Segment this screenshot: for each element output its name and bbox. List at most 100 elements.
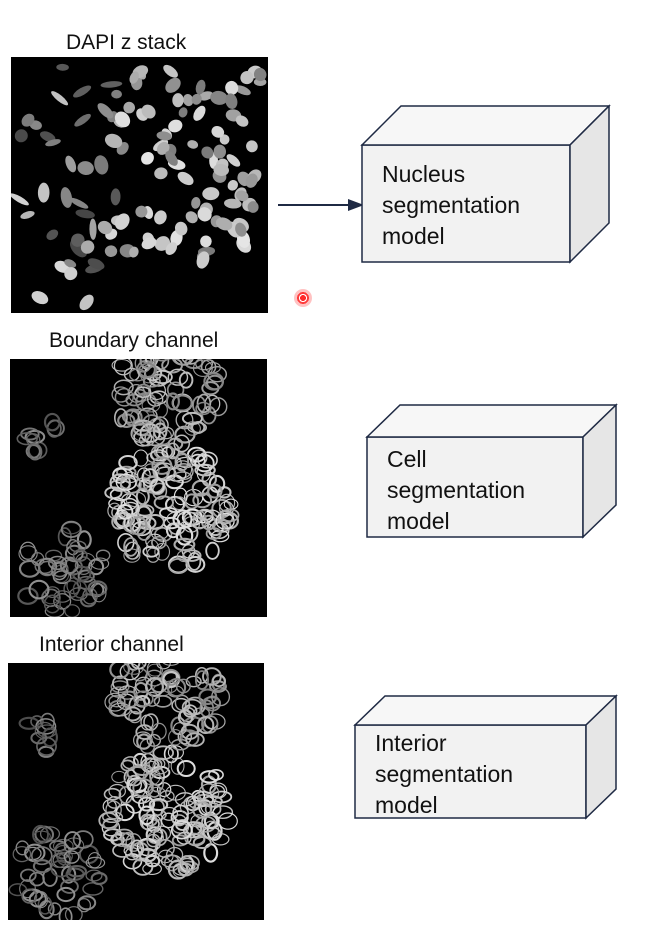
cell-outline [28,579,50,600]
cell-outline [185,555,206,573]
nucleus-model-line3: model [382,223,445,249]
cell-outline [129,839,145,858]
nucleus-blob [51,91,69,106]
cell-outline [199,770,220,784]
nucleus-blob [202,187,220,201]
nucleus-blob [187,140,199,149]
cell-outline [205,527,222,540]
cell-outline [145,677,164,697]
cell-outline [103,787,122,801]
cell-outline [138,362,157,378]
cell-outline [196,463,211,483]
cell-outline [170,757,185,775]
cell-model-line2: segmentation [387,477,526,503]
cell-outline [138,847,157,863]
cell-outline [182,549,202,562]
cell-outline [192,836,212,849]
cell-outline [205,541,220,560]
nucleus-blob [39,131,56,142]
nucleus-blob [89,218,97,240]
cell-outline [113,359,133,376]
cell-outline [69,540,87,553]
nucleus-model-line1: Nucleus [382,161,466,187]
cell-outline [110,702,132,717]
dapi-z-stack-image [11,57,268,313]
cell-outline [179,729,200,747]
cell-outline [202,826,221,839]
nucleus-blob [114,213,130,230]
cell-outline [132,520,152,537]
nucleus-blob [195,79,206,95]
cell-outline [174,453,194,467]
cell-outline [90,871,108,886]
nucleus-blob [110,188,121,206]
cell-outline [85,869,103,882]
cell-outline [72,580,88,599]
nucleus-blob [97,220,113,235]
nucleus-blob [60,187,73,208]
cell-outline [123,548,141,563]
cell-outline [63,850,80,864]
cell-outline [91,583,107,603]
cell-outline [164,854,180,872]
cell-outline [126,777,148,794]
cell-outline [218,493,236,513]
cell-outline [27,443,43,461]
cell-outline [211,687,231,707]
cell-outline [53,593,72,610]
cell-outline [138,805,155,826]
cell-outline [104,692,126,712]
nucleus-blob [235,222,247,237]
cell-outline [129,368,147,382]
cell-outline [170,810,189,825]
nucleus-blob [240,71,254,85]
nucleus-blob [226,154,241,167]
cell-outline [152,422,168,441]
cell-outline [141,468,159,488]
cell-outline [192,492,213,509]
cell-outline [60,520,82,538]
interior-micrograph [8,663,238,920]
cell-outline [110,686,129,698]
cell-model-line1: Cell [387,446,427,472]
cell-outline [60,879,79,894]
nucleus-blob [141,151,154,165]
nucleus-blob [224,198,242,209]
nucleus-blob [185,211,198,224]
cell-outline [201,471,217,487]
cell-outline [15,840,30,856]
cell-outline [44,586,60,598]
cell-outline [204,802,222,817]
nucleus-blob [111,89,122,99]
nucleus-blob [97,103,114,119]
cell-outline [175,678,191,694]
cell-outline [56,886,76,903]
interior-model-line3: model [375,792,438,818]
cell-outline [64,544,84,563]
cell-outline [150,449,169,462]
cell-outline [123,663,145,675]
boundary-micrograph [16,359,240,617]
cell-outline [184,421,201,436]
cell-outline [134,676,153,693]
cell-outline [168,558,189,574]
nucleus-blob [20,211,35,219]
cell-outline [28,871,45,887]
cell-outline [64,906,83,920]
cell-outline [59,556,79,575]
cell-outline [187,552,202,571]
cell-outline [146,833,161,848]
nucleus-blob [71,233,85,247]
cell-outline [30,846,53,866]
cell-outline [170,820,193,840]
nucleus-blob [141,104,156,119]
cell-outline [153,695,173,708]
cell-outline [18,716,40,730]
cell-outline [178,371,194,389]
nucleus-blob [129,246,139,258]
cell-outline [133,690,154,707]
cell-outline [185,675,202,688]
cell-outline [135,504,155,517]
cell-outline [111,359,132,372]
cell-outline [66,865,87,878]
